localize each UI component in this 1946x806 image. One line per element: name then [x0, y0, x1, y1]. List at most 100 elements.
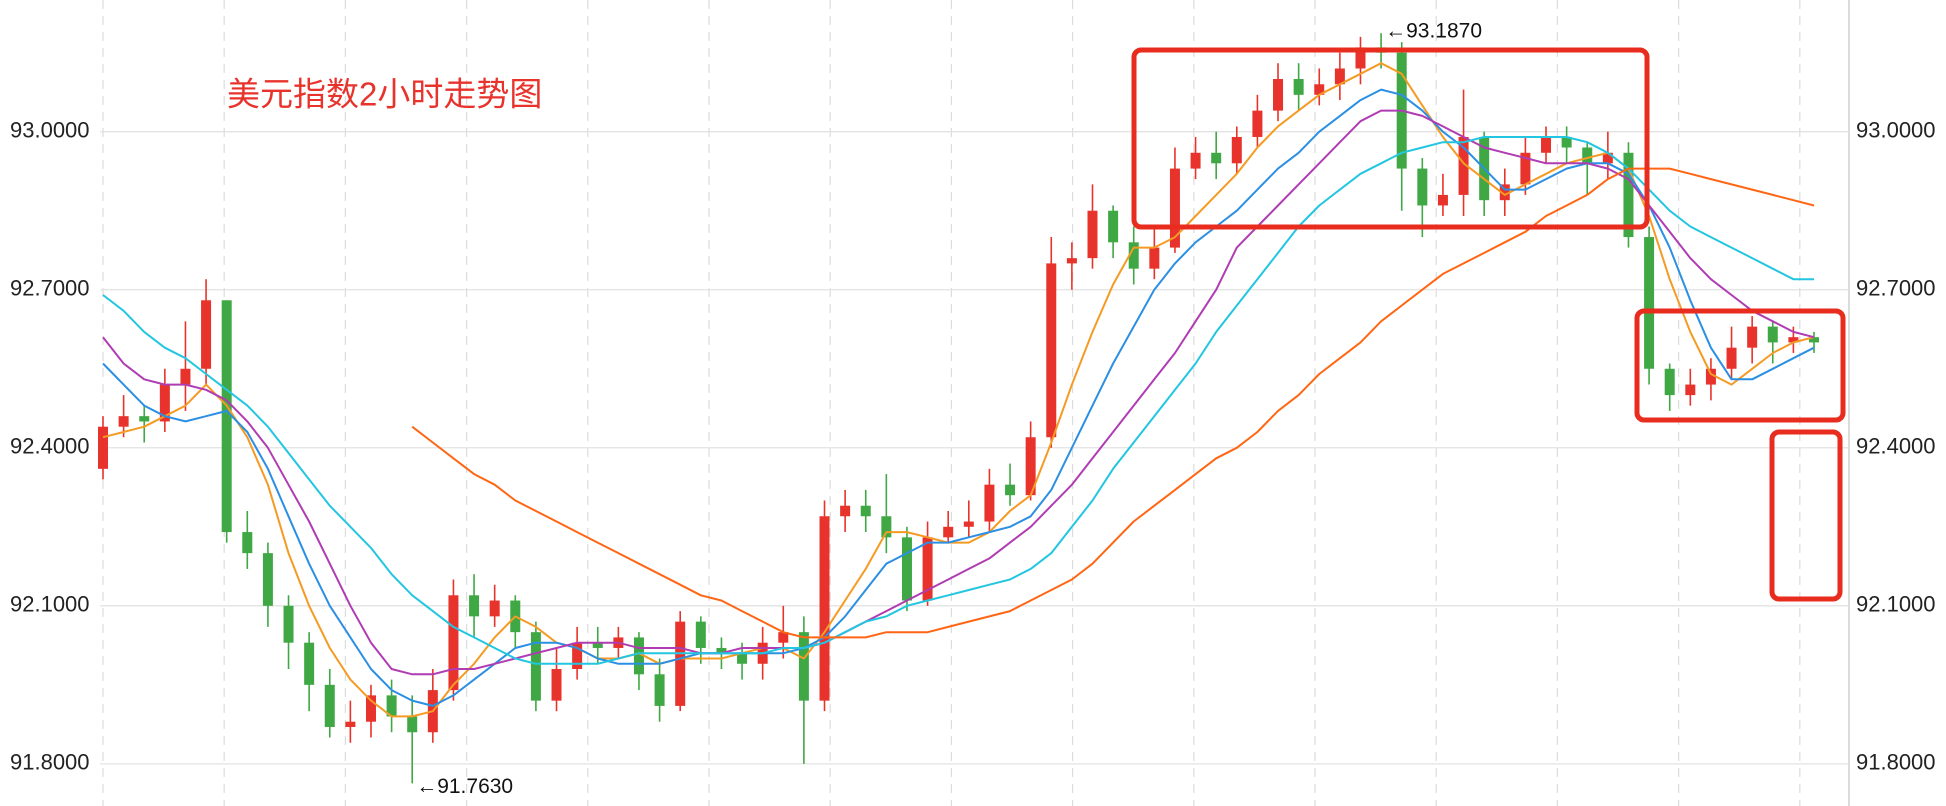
candle-body — [221, 300, 232, 533]
candle-body — [1046, 263, 1057, 438]
candle-body — [737, 653, 748, 664]
candle-body — [1499, 184, 1510, 201]
y-tick-label: 92.4000 — [10, 434, 90, 459]
candle-body — [1644, 237, 1655, 369]
candle-body — [1066, 258, 1077, 264]
candle-body — [551, 669, 562, 701]
marks-layer — [98, 33, 1819, 784]
y-tick-label: 92.7000 — [10, 276, 90, 301]
candle-body — [1087, 210, 1098, 259]
y-tick-label: 92.1000 — [10, 592, 90, 617]
candle-body — [159, 384, 170, 422]
candle-body — [1314, 84, 1325, 95]
ma-line — [102, 109, 1815, 676]
y-tick-label: 91.8000 — [10, 750, 90, 775]
candle-body — [840, 505, 851, 517]
candle-body — [572, 642, 583, 670]
candle-body — [365, 695, 376, 722]
candle-body — [1685, 384, 1696, 396]
y2-tick-label: 92.1000 — [1856, 592, 1936, 617]
candle-body — [118, 416, 129, 427]
candle-body — [304, 642, 315, 685]
candle-body — [984, 484, 995, 522]
candle-body — [1149, 247, 1160, 269]
candle-body — [530, 632, 541, 701]
candle-body — [1437, 194, 1448, 206]
candle-body — [1788, 337, 1799, 343]
candle-body — [139, 416, 150, 422]
candle-body — [262, 553, 273, 606]
candle-body — [675, 621, 686, 706]
candle-body — [633, 637, 644, 675]
candle-body — [592, 642, 603, 648]
candle-body — [1809, 337, 1819, 343]
candle-body — [922, 537, 933, 601]
candle-body — [1128, 242, 1139, 269]
candle-body — [881, 516, 892, 538]
chart-title: 美元指数2小时走势图 — [227, 76, 542, 113]
candle-body — [448, 595, 459, 691]
candle-body — [1520, 152, 1531, 185]
candle-body — [1231, 136, 1242, 164]
candle-body — [242, 532, 253, 554]
candle-body — [386, 695, 397, 717]
candle-body — [901, 537, 912, 601]
candle-body — [1334, 68, 1345, 85]
ma-line — [102, 62, 1815, 718]
candle-body — [1417, 168, 1428, 206]
candle-body — [180, 368, 191, 385]
highlight-box — [1634, 308, 1846, 423]
candle-body — [1664, 368, 1675, 396]
candle-body — [1541, 136, 1552, 153]
candle-body — [1293, 79, 1304, 95]
candle-body — [345, 721, 356, 727]
candle-body — [1582, 147, 1593, 164]
candle-body — [1190, 152, 1201, 169]
candle-body — [819, 516, 830, 701]
candle-body — [98, 426, 108, 469]
y2-tick-label: 93.0000 — [1856, 118, 1936, 143]
candle-body — [778, 632, 789, 643]
candle-body — [201, 300, 212, 369]
ma-line — [411, 167, 1815, 639]
candle-body — [1169, 168, 1180, 248]
annotation: ←93.1870 — [1385, 20, 1482, 43]
y2-tick-label: 91.8000 — [1856, 750, 1936, 775]
candle-body — [1747, 326, 1758, 348]
candle-body — [716, 647, 727, 654]
candle-body — [1602, 152, 1613, 164]
candle-body — [469, 595, 480, 617]
candle-body — [324, 684, 335, 727]
overlay-layer: 美元指数2小时走势图 ←93.1870 ←91.7630 — [227, 20, 1846, 798]
candle-body — [407, 716, 418, 733]
candle-body — [283, 605, 294, 643]
candle-body — [1561, 136, 1572, 148]
candle-body — [1355, 47, 1366, 69]
candle-body — [798, 632, 809, 701]
candle-body — [489, 600, 500, 617]
candle-body — [1623, 152, 1634, 238]
candle-body — [1767, 326, 1778, 343]
annotation: ←91.7630 — [416, 775, 513, 798]
candle-body — [1108, 210, 1119, 243]
highlight-box — [1131, 47, 1650, 230]
candle-body — [1025, 437, 1036, 496]
candle-body — [1705, 368, 1716, 385]
highlight-box — [1769, 429, 1843, 602]
ma-line — [102, 136, 1814, 665]
candle-body — [1458, 136, 1469, 195]
candle-body — [860, 505, 871, 517]
candle-body — [695, 621, 706, 648]
y2-tick-label: 92.7000 — [1856, 276, 1936, 301]
candle-body — [1211, 152, 1222, 164]
candle-body — [654, 674, 665, 706]
candle-body — [963, 521, 974, 527]
candle-body — [1273, 79, 1284, 111]
candle-body — [1726, 347, 1737, 369]
grid-layer: 91.8000 91.8000 92.1000 92.1000 92.4000 92.40… — [10, 0, 1936, 806]
candle-body — [943, 526, 954, 538]
candle-body — [1005, 484, 1016, 496]
y-tick-label: 93.0000 — [10, 118, 90, 143]
candle-body — [1252, 110, 1263, 137]
